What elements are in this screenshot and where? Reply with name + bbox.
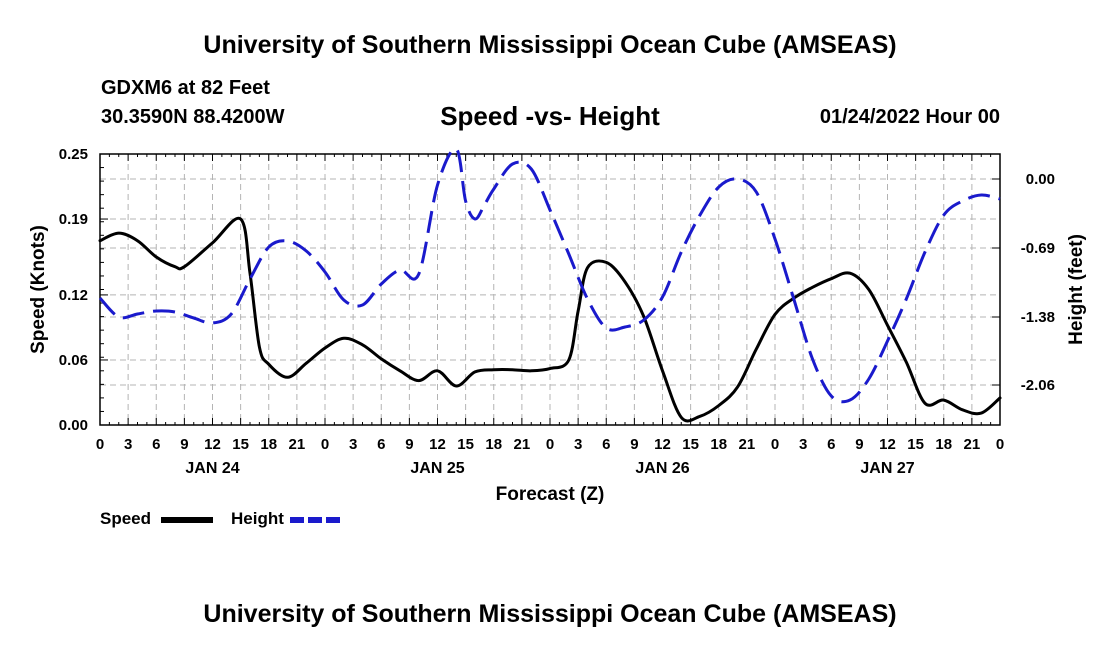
x-tick-label: 12 bbox=[879, 436, 896, 453]
x-tick-label: 6 bbox=[152, 436, 160, 453]
x-tick-label: 15 bbox=[907, 436, 924, 453]
x-tick-label: 3 bbox=[574, 436, 582, 453]
x-tick-label: 18 bbox=[485, 436, 502, 453]
legend-height-swatch bbox=[290, 517, 343, 523]
station-coordinates: 30.3590N 88.4200W bbox=[101, 106, 285, 128]
x-tick-label: 15 bbox=[457, 436, 474, 453]
y-tick-label: 0.06 bbox=[59, 352, 88, 369]
x-day-label: JAN 27 bbox=[860, 460, 914, 477]
x-tick-label: 18 bbox=[260, 436, 277, 453]
x-tick-label: 0 bbox=[546, 436, 554, 453]
x-tick-label: 0 bbox=[996, 436, 1004, 453]
y2-axis-label: Height (feet) bbox=[1066, 234, 1087, 345]
x-tick-label: 9 bbox=[180, 436, 188, 453]
x-day-label: JAN 26 bbox=[635, 460, 689, 477]
legend-height-label: Height bbox=[231, 509, 284, 528]
x-tick-label: 18 bbox=[935, 436, 952, 453]
x-tick-label: 6 bbox=[827, 436, 835, 453]
station-label: GDXM6 at 82 Feet bbox=[101, 77, 270, 99]
footer-title: University of Southern Mississippi Ocean… bbox=[203, 600, 897, 628]
x-tick-label: 0 bbox=[321, 436, 329, 453]
speed-series-line bbox=[98, 216, 1002, 423]
x-tick-label: 0 bbox=[771, 436, 779, 453]
x-tick-label: 21 bbox=[289, 436, 306, 453]
page-title: University of Southern Mississippi Ocean… bbox=[203, 31, 897, 59]
x-tick-label: 12 bbox=[429, 436, 446, 453]
x-tick-label: 6 bbox=[377, 436, 385, 453]
x-tick-label: 3 bbox=[124, 436, 132, 453]
y2-tick-label: -0.69 bbox=[1021, 240, 1055, 257]
y-tick-label: 0.12 bbox=[59, 287, 88, 304]
x-tick-label: 3 bbox=[349, 436, 357, 453]
height-series-line bbox=[98, 147, 1001, 404]
x-tick-label: 9 bbox=[855, 436, 863, 453]
y-tick-label: 0.00 bbox=[59, 417, 88, 434]
x-tick-label: 6 bbox=[602, 436, 610, 453]
x-tick-label: 18 bbox=[710, 436, 727, 453]
x-day-label: JAN 25 bbox=[410, 460, 464, 477]
x-tick-label: 9 bbox=[630, 436, 638, 453]
x-tick-label: 15 bbox=[232, 436, 249, 453]
x-tick-label: 0 bbox=[96, 436, 104, 453]
x-tick-label: 3 bbox=[799, 436, 807, 453]
y2-tick-label: 0.00 bbox=[1026, 171, 1055, 188]
x-tick-label: 21 bbox=[514, 436, 531, 453]
y-tick-label: 0.19 bbox=[59, 211, 88, 228]
x-tick-label: 21 bbox=[964, 436, 981, 453]
y-tick-label: 0.25 bbox=[59, 146, 88, 163]
x-tick-label: 9 bbox=[405, 436, 413, 453]
legend-speed-swatch bbox=[161, 517, 213, 523]
y2-tick-label: -2.06 bbox=[1021, 377, 1055, 394]
x-day-label: JAN 24 bbox=[185, 460, 239, 477]
y2-tick-label: -1.38 bbox=[1021, 309, 1055, 326]
x-tick-label: 15 bbox=[682, 436, 699, 453]
x-tick-label: 21 bbox=[739, 436, 756, 453]
x-axis-label: Forecast (Z) bbox=[496, 484, 605, 505]
y-axis-label: Speed (Knots) bbox=[28, 225, 49, 354]
forecast-date: 01/24/2022 Hour 00 bbox=[819, 106, 1000, 128]
chart-title: Speed -vs- Height bbox=[440, 101, 660, 131]
x-tick-label: 12 bbox=[654, 436, 671, 453]
legend-speed-label: Speed bbox=[100, 509, 152, 528]
x-tick-label: 12 bbox=[204, 436, 221, 453]
